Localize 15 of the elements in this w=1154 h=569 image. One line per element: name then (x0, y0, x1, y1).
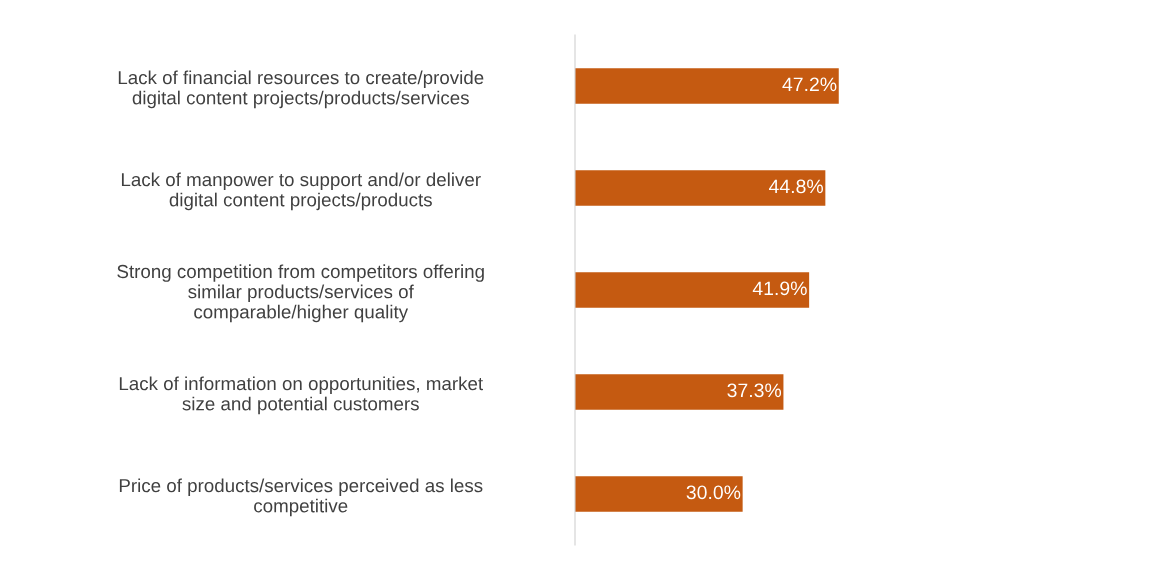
data-label: 30.0% (686, 485, 741, 500)
y-tick-label: Price of products/services perceived as less competitive (119, 478, 483, 517)
bar (575, 476, 743, 512)
data-label: 41.9% (752, 281, 807, 296)
bar (575, 272, 810, 308)
data-label: 47.2% (782, 77, 837, 92)
data-label: 37.3% (727, 383, 782, 398)
y-tick-label: Lack of financial resources to create/provide digital content projects/products/services (118, 70, 484, 109)
y-tick-label: Strong competition from competitors offering similar products/services of comparable/higher quality (117, 264, 484, 323)
data-label: 44.8% (768, 179, 823, 194)
y-tick-label: Lack of information on opportunities, market size and potential customers (119, 376, 483, 415)
y-tick-label: Lack of manpower to support and/or deliver digital content projects/products (121, 172, 481, 211)
bar (575, 170, 826, 206)
bar (575, 374, 784, 410)
bar (575, 68, 839, 104)
